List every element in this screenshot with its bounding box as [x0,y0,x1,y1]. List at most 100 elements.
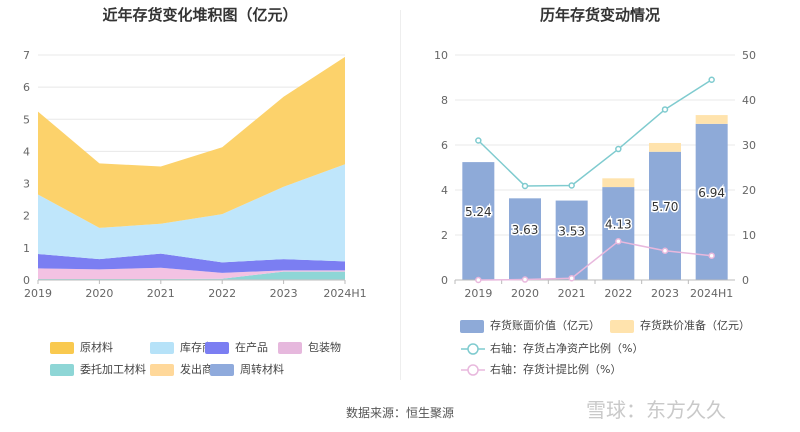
stacked-area-chart: 0 1 2 3 4 5 6 7 2019 2020 2021 2022 2023 2024H1 [23,49,367,300]
y-tick-label: 2 [23,210,30,223]
legend-swatch [278,342,302,354]
area-series [38,253,345,273]
bar-impairment [602,178,635,188]
y-tick-label: 1 [23,242,30,255]
legend-item: 委托加工材料 [50,361,146,377]
bar-data-label: 3.63 [512,223,539,237]
panel-divider [400,10,401,380]
legend-item: 包装物 [278,339,341,355]
line-point [661,106,669,113]
bar-data-label: 5.24 [465,205,492,219]
line-point [615,238,622,245]
watermark-text: 雪球：东方久久 [586,398,726,422]
x-tick-label: 2022 [208,287,236,300]
line-point [568,182,575,189]
area-series [38,267,345,280]
x-tick-label: 2021 [558,287,586,300]
y-right-tick-label: 30 [742,139,756,152]
bar-book-value [509,198,541,280]
legend-label: 在产品 [235,341,268,354]
legend-label: 存货账面价值（亿元） [490,319,600,332]
area-series [38,164,345,263]
y-left-tick-label: 6 [441,139,448,152]
x-tick-label: 2021 [147,287,175,300]
line-series [477,79,713,187]
line-series [478,240,712,281]
y-left-tick-label: 2 [441,229,448,242]
bar-data-label: 6.94 [698,186,725,200]
bar-impairment [695,115,728,124]
x-tick-label: 2020 [511,287,539,300]
legend-item: 右轴：存货计提比例（%） [460,361,621,377]
legend-item: 存货跌价准备（亿元） [610,317,750,333]
line-point [475,137,482,144]
legend-swatch [461,364,485,376]
legend-label: 周转材料 [240,363,284,376]
line-point [521,182,529,190]
x-tick-label: 2024H1 [690,287,733,300]
bar-line-title: 历年存货变动情况 [539,6,660,24]
bar-book-value [602,187,635,280]
line-point [568,274,575,282]
y-tick-label: 0 [23,274,30,287]
y-tick-label: 7 [23,49,30,62]
legend-swatch [610,319,634,333]
data-source-footer: 数据来源：恒生聚源 [345,406,454,420]
y-right-tick-label: 10 [742,229,756,242]
line-point [615,145,622,153]
y-left-tick-label: 8 [441,94,448,107]
legend-swatch [50,342,74,354]
x-tick-label: 2022 [604,287,632,300]
bar-book-value [462,162,495,280]
legend-swatch [461,343,485,355]
y-right-tick-label: 20 [742,184,756,197]
y-tick-label: 3 [23,178,30,191]
bar-data-label: 5.70 [652,200,679,214]
line-point [708,76,715,83]
line-point [521,276,529,283]
legend-label: 委托加工材料 [80,363,146,376]
legend-item: 在产品 [205,339,268,355]
legend-label: 右轴：存货计提比例（%） [490,363,622,376]
legend-swatch [150,364,174,376]
x-tick-label: 2020 [85,287,113,300]
legend-label: 右轴：存货占净资产比例（%） [490,342,644,355]
x-tick-label: 2019 [464,287,492,300]
y-right-tick-label: 40 [742,94,756,107]
legend-label: 包装物 [308,341,341,354]
legend-swatch [210,364,234,376]
legend-item: 周转材料 [210,361,284,377]
bar-line-chart: 0 2 4 6 8 10 0 10 20 30 40 50 2019 2020 2021 2022 2023 20… [434,49,756,300]
stacked-area-title: 近年存货变化堆积图（亿元） [102,6,298,24]
legend-label: 存货跌价准备（亿元） [640,319,750,332]
y-left-tick-label: 4 [441,184,448,197]
area-series [38,56,345,228]
x-tick-label: 2023 [270,287,298,300]
area-series [38,271,345,280]
y-tick-label: 6 [23,81,30,94]
bar-line-panel: 历年存货变动情况 0 2 4 6 8 10 0 10 20 30 40 50 2019 2020 2021 2… [400,0,800,432]
line-point [475,276,482,284]
legend-label: 原材料 [80,341,113,354]
legend-swatch [150,342,174,354]
y-tick-label: 5 [23,113,30,126]
y-left-tick-label: 0 [441,274,448,287]
legend-item: 右轴：存货占净资产比例（%） [460,340,643,356]
y-right-tick-label: 0 [742,274,749,287]
bar-data-label: 4.13 [605,218,632,232]
legend-swatch [50,364,74,376]
bar-impairment [649,142,681,152]
legend-swatch [205,342,229,354]
bar-book-value [649,151,681,280]
legend-item: 原材料 [50,339,113,355]
y-right-tick-label: 50 [742,49,756,62]
line-point [661,247,669,254]
x-tick-label: 2019 [24,287,52,300]
bar-data-label: 3.53 [558,224,585,238]
bar-book-value [555,200,588,280]
x-tick-label: 2023 [651,287,679,300]
x-tick-label: 2024H1 [323,287,366,300]
legend-swatch [460,319,484,333]
stacked-area-panel: 近年存货变化堆积图（亿元） 0 1 2 3 4 5 6 7 2019 2020 2021 2022 20… [23,6,367,377]
line-point [708,252,715,259]
